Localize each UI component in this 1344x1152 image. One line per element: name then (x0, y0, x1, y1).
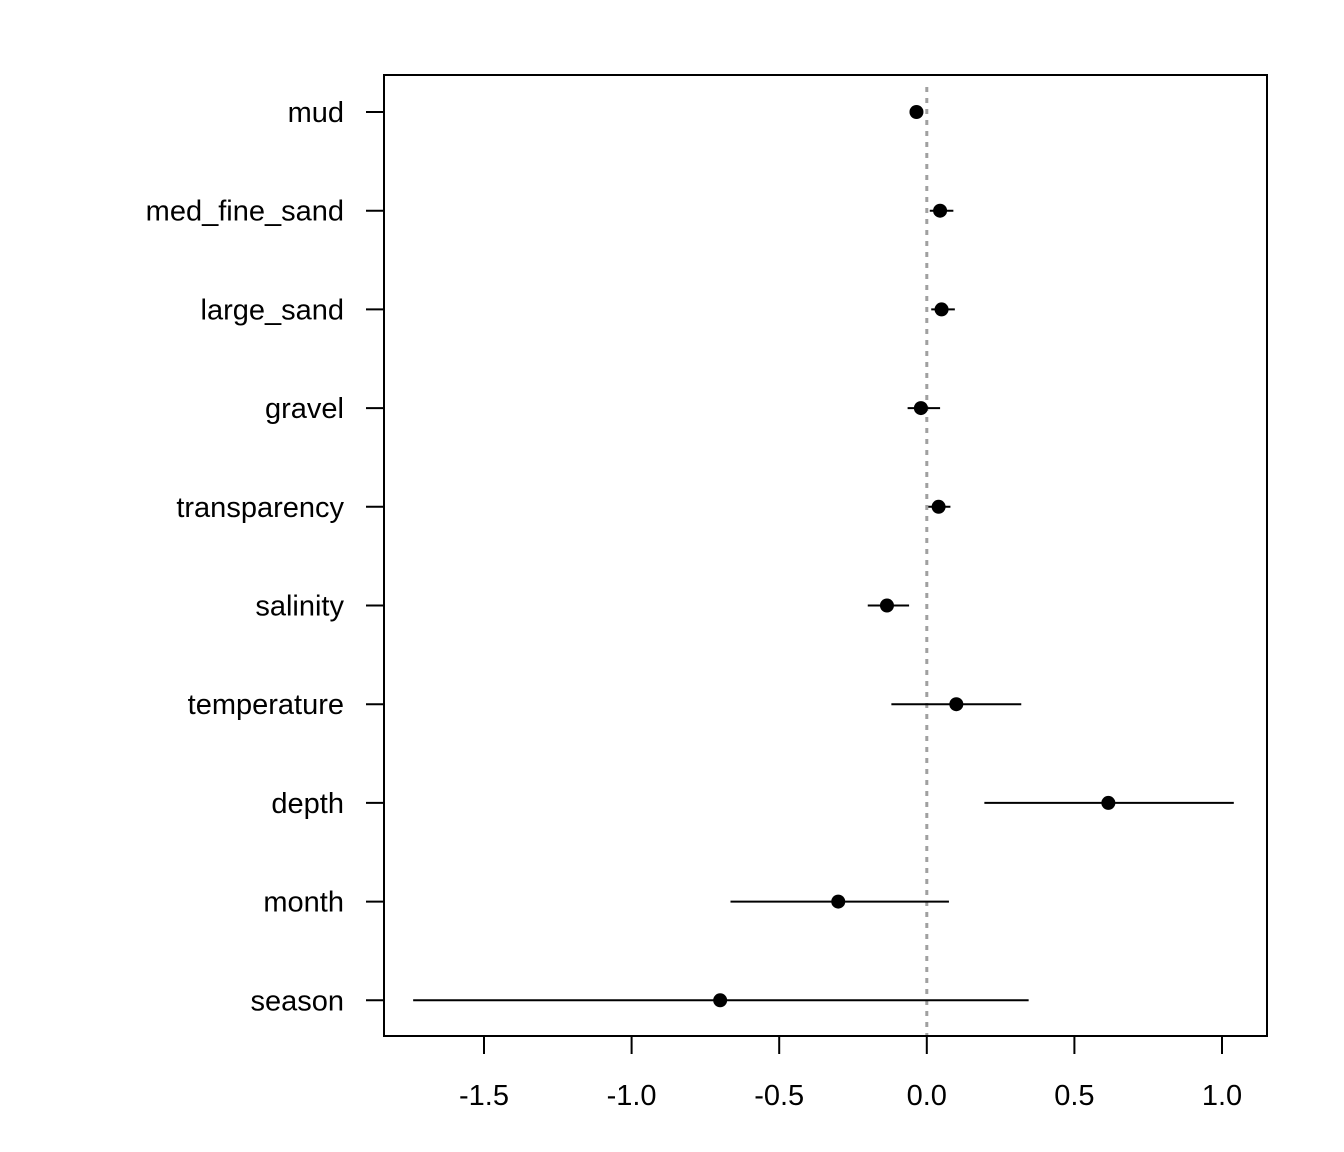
x-tick-label: -1.5 (459, 1080, 509, 1112)
y-tick-label: temperature (188, 689, 344, 721)
x-tick-label: 0.5 (1054, 1080, 1094, 1112)
y-tick-label: season (250, 985, 344, 1017)
x-tick-label: -0.5 (754, 1080, 804, 1112)
estimates-series (413, 105, 1234, 1008)
x-tick-label: 1.0 (1202, 1080, 1242, 1112)
x-axis: -1.5 -1.0 -0.5 0.0 0.5 1.0 (459, 1035, 1242, 1112)
y-tick-label: large_sand (201, 294, 345, 326)
point-season (713, 993, 728, 1008)
y-tick-label: mud (288, 97, 344, 129)
x-tick-label: 0.0 (907, 1080, 947, 1112)
y-tick-label: month (263, 887, 344, 919)
y-tick-label: gravel (265, 393, 344, 425)
point-mud (909, 105, 924, 119)
point-med-fine-sand (933, 203, 948, 218)
x-tick-label: -1.0 (607, 1080, 657, 1112)
plot-frame (383, 74, 1268, 1037)
y-tick-label: salinity (255, 591, 344, 623)
y-tick-label: transparency (176, 492, 344, 524)
point-gravel (913, 401, 928, 416)
y-tick-label: depth (271, 788, 344, 820)
point-temperature (949, 697, 964, 712)
point-salinity (879, 598, 894, 613)
point-month (831, 894, 846, 909)
point-transparency (931, 499, 946, 514)
point-large-sand (934, 302, 949, 317)
y-tick-label: med_fine_sand (146, 196, 344, 228)
point-depth (1101, 795, 1116, 810)
